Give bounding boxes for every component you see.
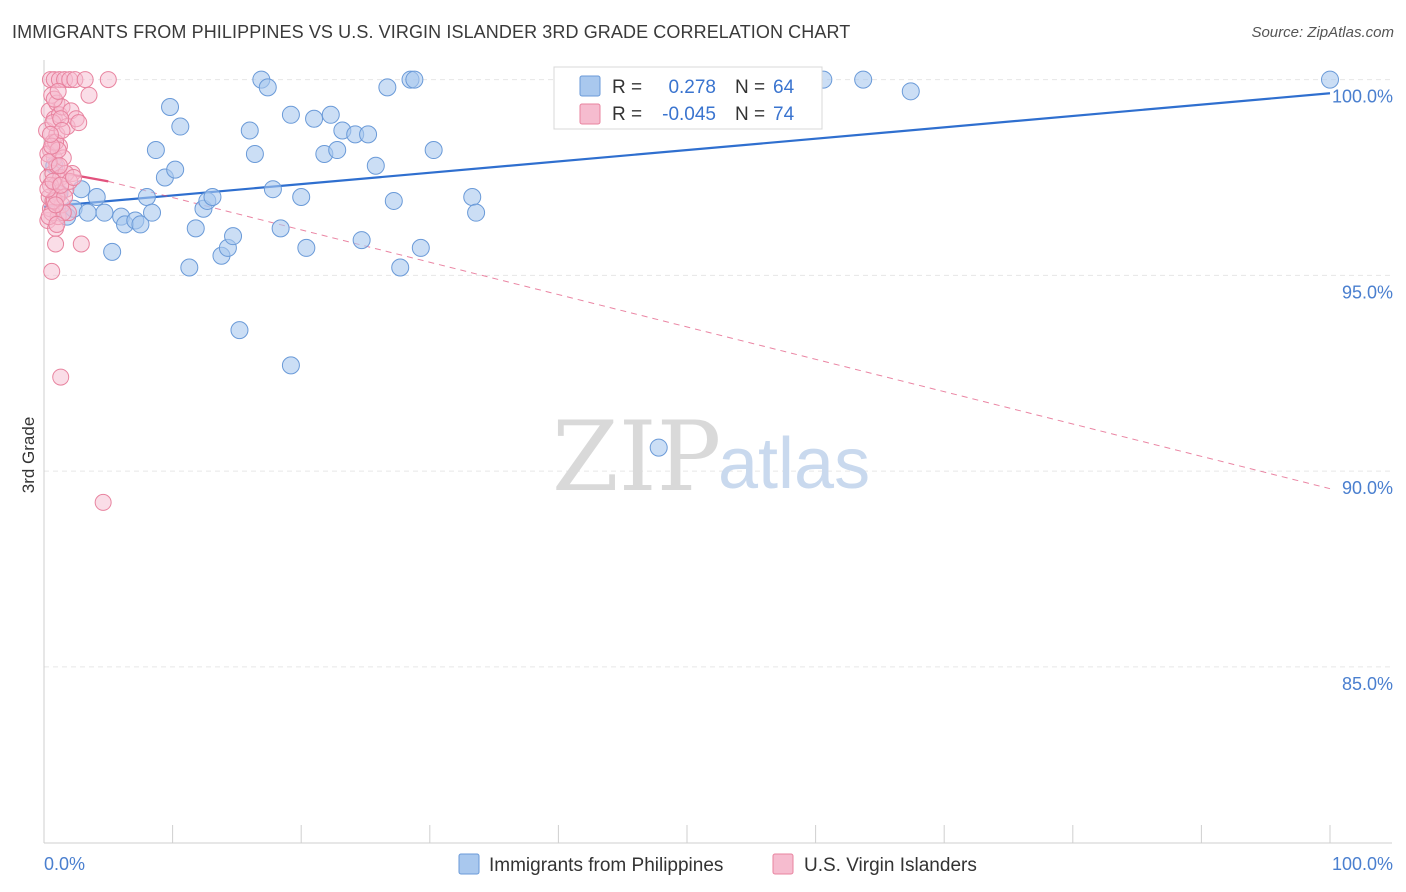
data-point-philippines bbox=[467, 203, 486, 222]
x-tick-labels: 0.0% 100.0% bbox=[44, 854, 1393, 874]
data-point-philippines bbox=[161, 97, 180, 116]
series-legend-label-2: U.S. Virgin Islanders bbox=[804, 855, 977, 876]
x-tick-label: 0.0% bbox=[44, 854, 85, 874]
stats-legend: R = 0.278 N = 64 R = -0.045 N = 74 bbox=[553, 66, 823, 130]
legend-n-label-2: N = bbox=[735, 104, 765, 125]
data-point-philippines bbox=[352, 231, 371, 250]
y-tick-label: 95.0% bbox=[1342, 282, 1393, 302]
legend-swatch-pink bbox=[579, 103, 601, 125]
trend-line-virgin-islanders-ext bbox=[108, 180, 1331, 490]
data-point-virgin-islanders bbox=[48, 215, 66, 233]
data-point-philippines bbox=[171, 117, 190, 136]
data-point-philippines bbox=[424, 141, 443, 160]
y-tick-label: 100.0% bbox=[1332, 87, 1393, 107]
watermark-zip: ZIP bbox=[552, 401, 721, 513]
data-point-philippines bbox=[854, 70, 873, 89]
data-point-philippines bbox=[137, 188, 156, 207]
legend-r-value-2: -0.045 bbox=[662, 104, 716, 125]
data-point-philippines bbox=[411, 238, 430, 257]
data-point-virgin-islanders bbox=[52, 368, 70, 386]
data-point-virgin-islanders bbox=[41, 125, 59, 143]
data-point-philippines bbox=[78, 203, 97, 222]
y-tick-labels: 100.0% 95.0% 90.0% 85.0% bbox=[1332, 87, 1393, 694]
legend-r-label-1: R = bbox=[612, 77, 642, 98]
data-point-virgin-islanders bbox=[49, 82, 67, 100]
data-point-philippines bbox=[224, 227, 243, 246]
data-point-philippines bbox=[87, 188, 106, 207]
legend-n-value-2: 74 bbox=[773, 104, 795, 125]
y-axis-label: 3rd Grade bbox=[19, 417, 38, 494]
legend-n-label-1: N = bbox=[735, 77, 765, 98]
y-tick-label: 85.0% bbox=[1342, 674, 1393, 694]
data-point-philippines bbox=[366, 156, 385, 175]
data-point-philippines bbox=[180, 258, 199, 277]
data-point-philippines bbox=[463, 188, 482, 207]
data-point-philippines bbox=[95, 203, 114, 222]
data-point-philippines bbox=[131, 215, 150, 234]
data-point-virgin-islanders bbox=[65, 168, 83, 186]
data-point-philippines bbox=[146, 141, 165, 160]
data-point-philippines bbox=[297, 238, 316, 257]
grid-lines bbox=[44, 79, 1392, 668]
series-legend-swatch-pink bbox=[772, 853, 794, 875]
data-point-philippines bbox=[186, 219, 205, 238]
data-point-philippines bbox=[378, 78, 397, 97]
y-tick-label: 90.0% bbox=[1342, 478, 1393, 498]
data-point-philippines bbox=[405, 70, 424, 89]
data-point-virgin-islanders bbox=[47, 235, 65, 253]
legend-swatch-blue bbox=[579, 75, 601, 97]
data-point-virgin-islanders bbox=[43, 262, 61, 280]
data-point-philippines bbox=[649, 438, 668, 457]
data-point-philippines bbox=[271, 219, 290, 238]
series-legend: Immigrants from Philippines U.S. Virgin … bbox=[458, 853, 977, 876]
data-point-virgin-islanders bbox=[47, 196, 65, 214]
data-point-philippines bbox=[103, 242, 122, 261]
watermark: ZIP atlas bbox=[552, 401, 870, 513]
data-point-philippines bbox=[240, 121, 259, 140]
data-point-philippines bbox=[321, 105, 340, 124]
data-point-philippines bbox=[1321, 70, 1339, 89]
data-point-philippines bbox=[281, 356, 300, 375]
data-point-philippines bbox=[203, 188, 222, 207]
series-virgin-islanders-points bbox=[38, 71, 117, 511]
data-point-virgin-islanders bbox=[52, 176, 70, 194]
data-point-philippines bbox=[166, 160, 185, 179]
data-point-philippines bbox=[292, 188, 311, 207]
data-point-virgin-islanders bbox=[70, 114, 88, 132]
data-point-virgin-islanders bbox=[94, 493, 112, 511]
data-point-virgin-islanders bbox=[99, 71, 117, 89]
legend-r-label-2: R = bbox=[612, 104, 642, 125]
watermark-atlas: atlas bbox=[718, 424, 870, 504]
trend-line-philippines bbox=[43, 92, 1331, 208]
data-point-philippines bbox=[245, 144, 264, 163]
data-point-philippines bbox=[384, 191, 403, 210]
source-label: Source: ZipAtlas.com bbox=[1251, 24, 1394, 41]
data-point-philippines bbox=[143, 203, 162, 222]
series-legend-swatch-blue bbox=[458, 853, 480, 875]
data-point-philippines bbox=[359, 125, 378, 144]
data-point-philippines bbox=[263, 180, 282, 199]
data-point-philippines bbox=[901, 82, 920, 101]
data-point-virgin-islanders bbox=[80, 86, 98, 104]
data-point-philippines bbox=[391, 258, 410, 277]
data-point-virgin-islanders bbox=[50, 157, 68, 175]
data-point-philippines bbox=[258, 78, 277, 97]
x-tick-label: 100.0% bbox=[1332, 854, 1393, 874]
chart-title: IMMIGRANTS FROM PHILIPPINES VS U.S. VIRG… bbox=[12, 22, 851, 42]
data-point-philippines bbox=[305, 109, 324, 128]
series-legend-label-1: Immigrants from Philippines bbox=[489, 855, 723, 876]
data-point-virgin-islanders bbox=[72, 235, 90, 253]
legend-n-value-1: 64 bbox=[773, 77, 795, 98]
data-point-philippines bbox=[281, 105, 300, 124]
data-point-philippines bbox=[230, 321, 249, 340]
data-point-philippines bbox=[328, 141, 347, 160]
legend-r-value-1: 0.278 bbox=[668, 77, 716, 98]
data-point-virgin-islanders bbox=[76, 71, 94, 89]
